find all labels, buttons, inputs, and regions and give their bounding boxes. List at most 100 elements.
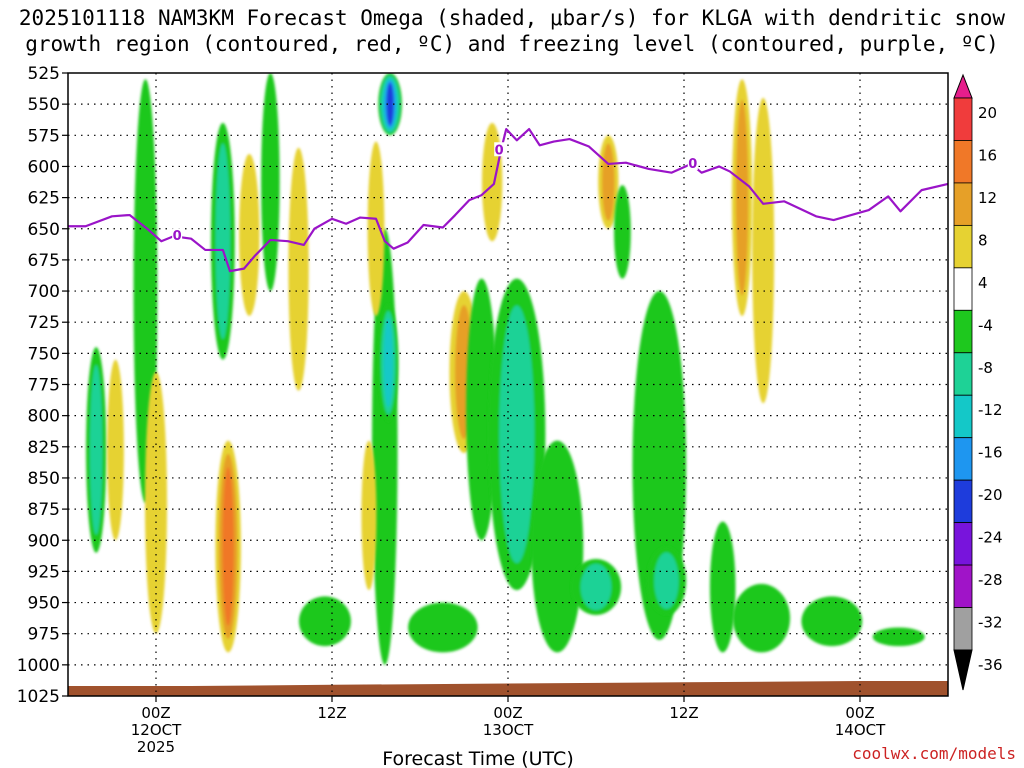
colorbar-label: -32 xyxy=(978,614,1003,632)
omega-level xyxy=(735,99,749,296)
colorbar-label: 12 xyxy=(978,189,997,207)
omega-feature-20 xyxy=(408,602,478,653)
colorbar-label: 8 xyxy=(978,231,988,249)
colorbar-swatch xyxy=(953,309,973,354)
y-tick-label: 900 xyxy=(28,531,60,551)
omega-feature-38 xyxy=(801,596,863,647)
omega-level xyxy=(408,602,478,653)
omega-feature-8 xyxy=(239,153,260,316)
omega-feature-31 xyxy=(646,546,687,616)
colorbar-swatch xyxy=(953,564,973,608)
colorbar-swatch xyxy=(953,352,973,396)
y-tick-label: 925 xyxy=(28,562,60,582)
omega-level xyxy=(709,521,736,653)
chart-title-line-1: 2025101118 NAM3KM Forecast Omega (shaded… xyxy=(18,6,1006,30)
x-tick-label: 00Z xyxy=(141,704,170,722)
omega-feature-6 xyxy=(215,440,241,653)
omega-feature-7 xyxy=(210,122,235,360)
omega-feature-33 xyxy=(731,79,753,316)
x-tick-label: 00Z xyxy=(845,704,874,722)
y-tick-label: 725 xyxy=(28,313,60,333)
colorbar-swatch xyxy=(953,97,973,141)
x-tick-label: 12OCT xyxy=(131,721,182,739)
omega-feature-1 xyxy=(86,347,107,553)
freezing-level-label: 0 xyxy=(688,157,697,172)
colorbar-label: -36 xyxy=(978,656,1003,674)
omega-level xyxy=(107,359,124,541)
y-tick-label: 625 xyxy=(28,189,60,209)
colorbar-label: -16 xyxy=(978,444,1003,462)
omega-level xyxy=(361,440,377,591)
omega-level xyxy=(732,583,791,653)
colorbar-swatch xyxy=(953,479,973,524)
omega-level xyxy=(367,141,385,316)
y-tick-label: 675 xyxy=(28,251,60,271)
y-tick-label: 775 xyxy=(28,376,60,396)
omega-level xyxy=(215,143,231,340)
colorbar-label: -28 xyxy=(978,571,1003,589)
y-tick-label: 650 xyxy=(28,220,60,240)
y-tick-label: 875 xyxy=(28,500,60,520)
omega-feature-9 xyxy=(261,73,280,292)
omega-feature-36 xyxy=(732,583,791,653)
colorbar-label: -12 xyxy=(978,401,1003,419)
omega-feature-39 xyxy=(872,627,925,647)
omega-feature-18 xyxy=(378,73,402,136)
colorbar-label: -4 xyxy=(978,316,993,334)
y-tick-label: 975 xyxy=(28,625,60,645)
colorbar-label: 4 xyxy=(978,274,988,292)
omega-level xyxy=(222,467,234,626)
colorbar-label: -24 xyxy=(978,529,1003,547)
omega-level xyxy=(602,143,615,221)
omega-shading xyxy=(86,73,925,665)
omega-feature-24 xyxy=(488,278,546,591)
y-tick-label: 800 xyxy=(28,407,60,427)
omega-feature-17 xyxy=(378,303,399,422)
x-tick-label: 00Z xyxy=(493,704,522,722)
colorbar-swatch xyxy=(953,394,973,439)
y-tick-label: 1025 xyxy=(17,687,60,707)
omega-feature-26 xyxy=(531,440,584,653)
credit-text[interactable]: coolwx.com/models xyxy=(852,744,1016,763)
omega-level xyxy=(89,364,103,535)
omega-level xyxy=(383,318,393,408)
omega-level xyxy=(239,153,260,316)
colorbar-label: 16 xyxy=(978,146,997,164)
freezing-label-bg xyxy=(687,155,698,170)
freezing-level-line xyxy=(68,127,949,273)
omega-level xyxy=(298,596,351,647)
omega-feature-34 xyxy=(752,97,775,404)
omega-level xyxy=(614,185,631,279)
colorbar-swatch xyxy=(953,522,973,566)
omega-level xyxy=(580,563,612,611)
y-tick-label: 700 xyxy=(28,282,60,302)
omega-level xyxy=(872,627,925,647)
omega-feature-28 xyxy=(570,558,622,616)
freezing-label-bg xyxy=(172,228,183,243)
chart-title-line-2: growth region (contoured, red, ºC) and f… xyxy=(25,32,999,56)
y-tick-label: 525 xyxy=(28,64,60,84)
colorbar-swatch xyxy=(953,182,973,226)
omega-level xyxy=(654,552,679,610)
y-tick-label: 550 xyxy=(28,95,60,115)
omega-feature-10 xyxy=(288,147,309,391)
omega-feature-15 xyxy=(361,440,377,591)
x-tick-label: 2025 xyxy=(137,738,175,756)
omega-level xyxy=(482,122,503,242)
y-tick-label: 575 xyxy=(28,126,60,146)
omega-feature-16 xyxy=(367,141,385,316)
omega-feature-2 xyxy=(107,359,124,541)
omega-level xyxy=(261,73,280,292)
colorbar-swatch xyxy=(953,607,973,651)
colorbar-over-arrow xyxy=(953,73,973,99)
x-tick-label: 12Z xyxy=(669,704,698,722)
y-tick-label: 825 xyxy=(28,438,60,458)
terrain-fill xyxy=(68,681,948,696)
freezing-level-label: 0 xyxy=(173,229,182,244)
y-tick-label: 1000 xyxy=(17,656,60,676)
axes: 525 550 575 600 625 650 675 700 725 750 775 800 825 8… xyxy=(17,64,949,768)
y-tick-label: 750 xyxy=(28,344,60,364)
omega-level xyxy=(752,97,775,404)
colorbar-swatch xyxy=(953,267,973,311)
